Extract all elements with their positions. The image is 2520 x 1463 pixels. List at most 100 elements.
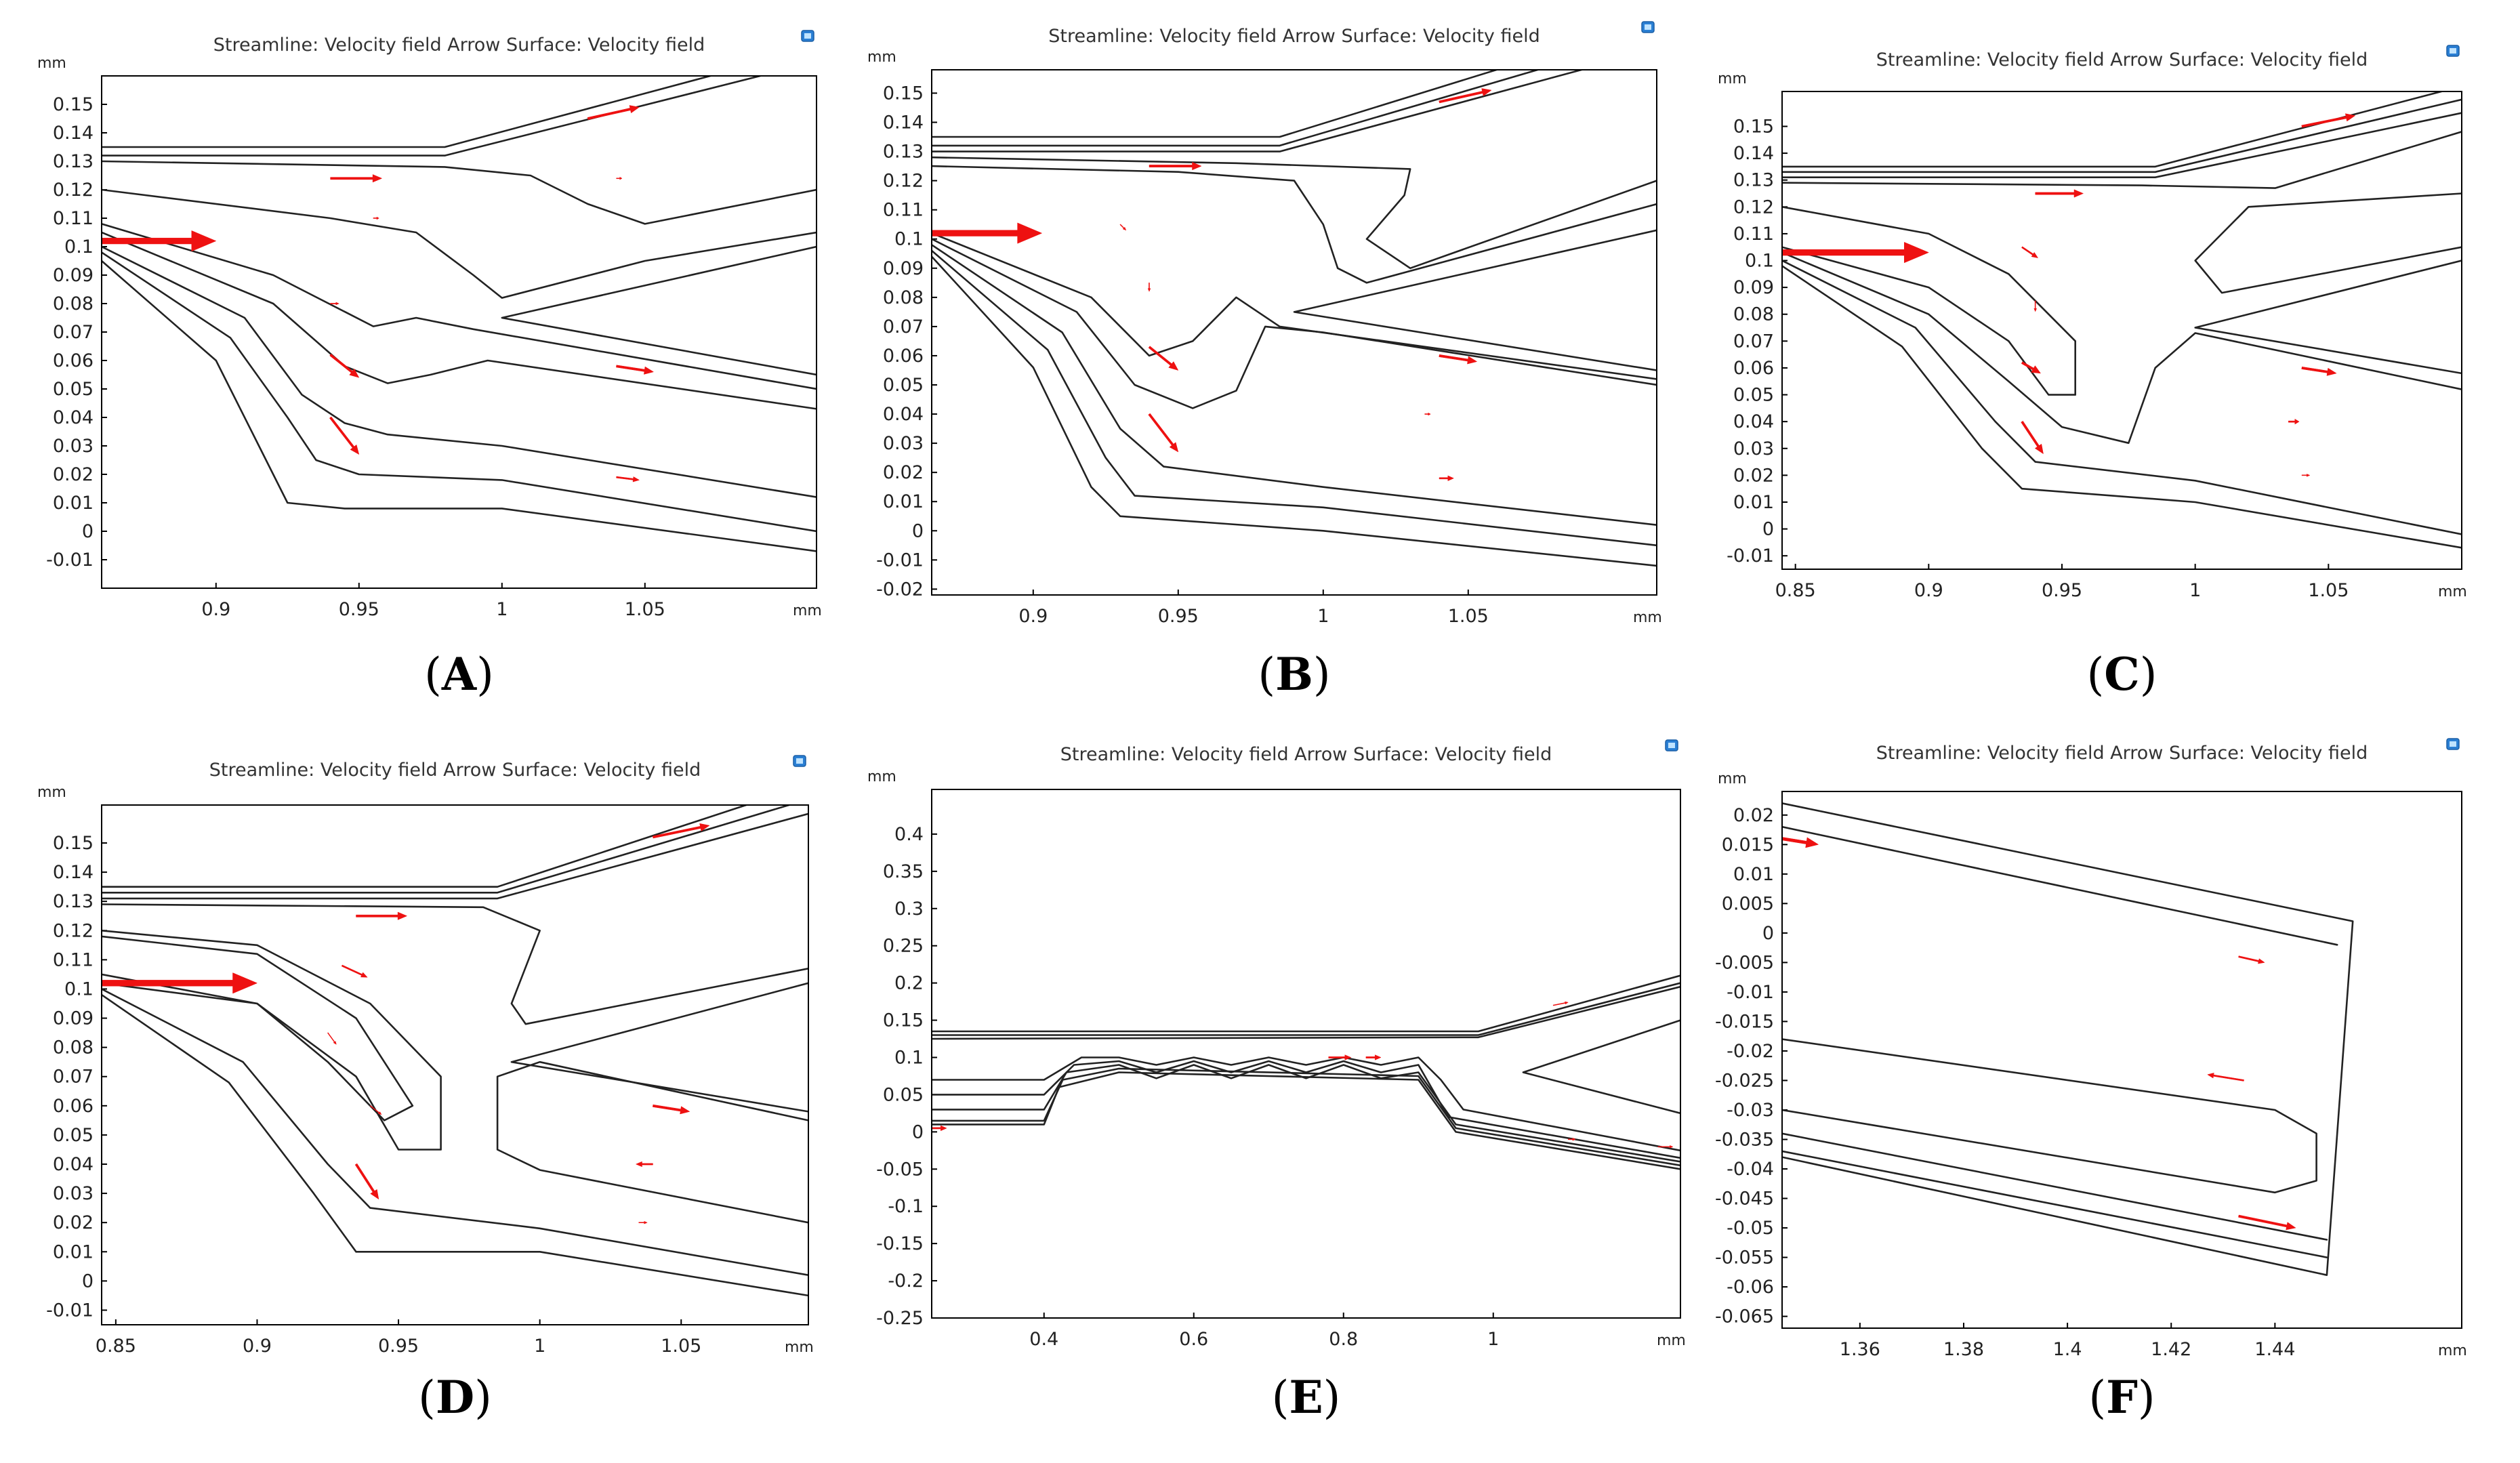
panel-e-velocity-arrow xyxy=(1365,1054,1382,1060)
panel-f-ytick-label: 0.01 xyxy=(1733,864,1774,885)
panel-c-streamline xyxy=(1782,260,2462,535)
panel-a-streamline xyxy=(102,231,817,410)
panel-a-ytick-label: 0.13 xyxy=(53,151,94,172)
panel-f-plot-area xyxy=(1782,802,2354,1276)
panel-c-ytick-label: 0.03 xyxy=(1733,438,1774,459)
panel-a-caption: (A) xyxy=(424,648,494,701)
panel-a-ytick-label: 0.06 xyxy=(53,350,94,371)
panel-b-ytick-label: 0 xyxy=(912,520,924,541)
panel-d-title: Streamline: Velocity field Arrow Surface… xyxy=(209,760,701,781)
panel-d-streamline xyxy=(496,1060,808,1224)
panel-f-caption: (F) xyxy=(2088,1371,2155,1424)
panel-a-ytick-label: 0.11 xyxy=(53,208,94,229)
panel-d-streamline xyxy=(102,993,808,1297)
panel-f-streamline xyxy=(1782,825,2338,946)
panel-e-velocity-arrow xyxy=(1657,1145,1674,1149)
panel-d-ytick-label: 0.12 xyxy=(53,920,94,941)
panel-f-ytick-label: -0.06 xyxy=(1727,1277,1774,1298)
panel-c-plot-area xyxy=(1782,91,2462,549)
panel-e-xtick-label: 1 xyxy=(1487,1329,1499,1350)
panel-f-ylabel: mm xyxy=(1718,770,1747,787)
panel-b-title: Streamline: Velocity field Arrow Surface… xyxy=(1048,26,1540,47)
panel-b-xlabel: mm xyxy=(1633,609,1662,626)
panel-b-velocity-arrow xyxy=(932,222,1043,244)
panel-d-xtick-label: 0.95 xyxy=(378,1336,419,1357)
panel-b-xtick-label: 1.05 xyxy=(1448,606,1489,627)
panel-c-velocity-arrow xyxy=(2021,361,2042,374)
panel-e-ytick-label: 0.25 xyxy=(883,936,924,957)
panel-f-title: Streamline: Velocity field Arrow Surface… xyxy=(1876,743,2368,764)
panel-b-velocity-arrow xyxy=(1439,354,1478,365)
panel-e-velocity-arrow xyxy=(1568,1138,1576,1141)
panel-d-velocity-arrow xyxy=(652,823,710,839)
panel-a-title: Streamline: Velocity field Arrow Surface… xyxy=(213,35,705,56)
panel-a-ytick-label: 0 xyxy=(82,521,94,542)
panel-c-streamline xyxy=(1782,131,2462,189)
panel-d-ytick-label: 0.09 xyxy=(53,1008,94,1029)
panel-c-ytick-label: 0.01 xyxy=(1733,492,1774,513)
panel-c-ytick-label: 0.13 xyxy=(1733,170,1774,191)
panel-b-plot-area xyxy=(932,70,1657,567)
panel-c-velocity-arrow xyxy=(2021,420,2044,455)
panel-a-velocity-arrow xyxy=(616,176,623,180)
panel-d: Streamline: Velocity field Arrow Surface… xyxy=(37,755,814,1424)
panel-e-ytick-label: -0.15 xyxy=(876,1233,924,1254)
panel-b-streamline xyxy=(932,165,1657,284)
panel-f-ytick-label: -0.05 xyxy=(1727,1218,1774,1239)
panel-b-ytick-label: 0.02 xyxy=(883,462,924,483)
panel-b-streamline xyxy=(932,70,1585,152)
panel-a-ytick-label: 0.04 xyxy=(53,407,94,428)
panel-b-ytick-label: 0.11 xyxy=(883,200,924,221)
panel-b-streamline xyxy=(932,244,1657,526)
panel-b-velocity-arrow xyxy=(1119,224,1127,231)
panel-a-streamline xyxy=(102,223,817,390)
panel-c-plot-icon xyxy=(2446,45,2460,57)
panel-f-xtick-label: 1.42 xyxy=(2151,1339,2191,1360)
panel-d-streamline xyxy=(102,935,414,1121)
panel-e-xtick-label: 0.4 xyxy=(1029,1329,1058,1350)
panel-f-xtick-label: 1.44 xyxy=(2254,1339,2295,1360)
panel-b-velocity-arrow xyxy=(1149,162,1202,171)
panel-c-velocity-arrow xyxy=(2021,246,2039,258)
panel-b-ytick-label: 0.09 xyxy=(883,258,924,279)
panel-b-ytick-label: 0.15 xyxy=(883,83,924,104)
panel-e-ylabel: mm xyxy=(867,768,896,785)
panel-c-velocity-arrow xyxy=(2033,300,2037,312)
panel-b-ytick-label: 0.13 xyxy=(883,142,924,163)
panel-c-streamline xyxy=(1782,206,2076,396)
panel-f-xtick-label: 1.36 xyxy=(1840,1339,1880,1360)
panel-b-ytick-label: 0.14 xyxy=(883,112,924,133)
panel-e-streamline xyxy=(932,982,1680,1036)
panel-b-ytick-label: 0.01 xyxy=(883,491,924,512)
panel-e-velocity-arrow xyxy=(1552,1001,1569,1006)
panel-e-velocity-arrow xyxy=(932,1125,947,1132)
panel-d-ytick-label: 0.13 xyxy=(53,891,94,912)
panel-b-ytick-label: 0.05 xyxy=(883,375,924,396)
panel-a-streamline xyxy=(102,76,764,157)
panel-c-streamline xyxy=(2194,260,2462,375)
panel-d-ytick-label: 0.06 xyxy=(53,1096,94,1117)
panel-f-streamline xyxy=(1782,802,2354,1276)
panel-c-ytick-label: 0.08 xyxy=(1733,304,1774,325)
panel-a-streamline xyxy=(102,245,817,498)
panel-a-streamline xyxy=(102,260,817,552)
panel-a-velocity-arrow xyxy=(329,416,360,455)
panel-f-xlabel: mm xyxy=(2438,1342,2467,1359)
panel-e-ytick-label: -0.05 xyxy=(876,1159,924,1180)
panel-a-velocity-arrow xyxy=(616,476,640,482)
panel-c-ytick-label: 0.14 xyxy=(1733,143,1774,164)
panel-a-ytick-label: 0.01 xyxy=(53,493,94,514)
panel-c-ytick-label: 0.09 xyxy=(1733,277,1774,298)
panel-c-xtick-label: 1 xyxy=(2189,580,2201,601)
panel-a-xtick-label: 0.9 xyxy=(201,599,230,620)
panel-c-ytick-label: 0 xyxy=(1762,519,1774,540)
panel-c: Streamline: Velocity field Arrow Surface… xyxy=(1718,45,2467,701)
panel-b-xtick-label: 0.95 xyxy=(1158,606,1199,627)
panel-d-ytick-label: 0.14 xyxy=(53,862,94,883)
panel-c-streamline xyxy=(1782,91,2445,168)
panel-f-ytick-label: 0.015 xyxy=(1722,834,1774,855)
panel-a-xtick-label: 1.05 xyxy=(625,599,665,620)
panel-a-ytick-label: 0.07 xyxy=(53,322,94,343)
panel-d-plot-icon xyxy=(793,755,806,767)
